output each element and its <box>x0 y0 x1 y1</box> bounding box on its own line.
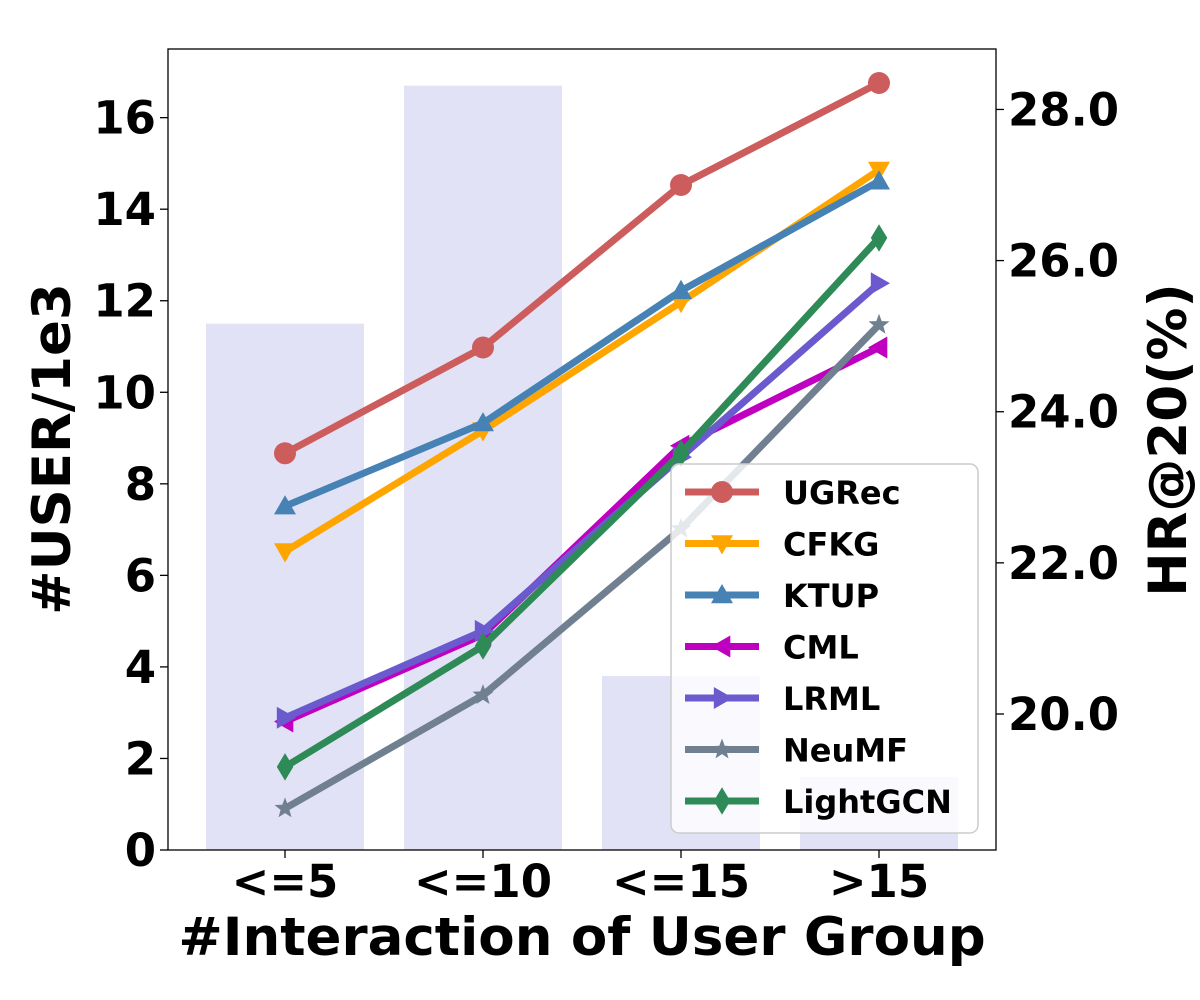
point-lrml-5 <box>276 706 296 729</box>
axes-layer: 0 2 4 6 8 10 12 14 16 20.0 22.0 24.0 26.0 28.0 <=5 <=10… <box>93 83 1119 908</box>
series-ugrec <box>274 72 890 465</box>
point-ktup-10 <box>472 412 494 432</box>
right-y-tick-label: 26.0 <box>1008 235 1119 288</box>
legend-marker <box>713 787 731 815</box>
series-lightgcn <box>276 224 888 781</box>
left-y-tick-label: 0 <box>125 824 156 877</box>
point-lrml-15 <box>870 272 890 295</box>
point-neumf-5 <box>274 797 296 818</box>
legend-marker <box>711 738 733 759</box>
x-tick-label: <=10 <box>414 855 552 908</box>
legend-item-neumf: NeuMF <box>685 732 908 770</box>
series-line-lightgcn <box>281 234 883 771</box>
x-tick-label: <=5 <box>232 855 339 908</box>
left-y-tick-label: 12 <box>93 275 156 328</box>
point-cfkg-5 <box>274 543 296 563</box>
legend-label: NeuMF <box>783 732 908 770</box>
right-y-tick-label: 22.0 <box>1008 537 1119 590</box>
point-lrml-10 <box>474 619 494 642</box>
point-cml-15 <box>868 336 888 359</box>
point-ugrec-10 <box>472 336 494 359</box>
legend-marker <box>713 687 733 709</box>
point-ktup-15 <box>670 279 692 300</box>
legend-item-cfkg: CFKG <box>685 526 879 564</box>
point-lightgcn-15 <box>672 439 690 467</box>
series-line-neumf <box>281 321 883 812</box>
left-y-tick-label: 8 <box>125 458 156 511</box>
legend-label: CML <box>783 629 859 667</box>
point-neumf-15 <box>868 313 890 334</box>
series-line-ktup <box>281 177 883 510</box>
point-neumf-10 <box>472 684 494 704</box>
legend-marker <box>711 535 733 555</box>
legend-label: KTUP <box>783 577 879 615</box>
legend-marker <box>711 584 733 604</box>
point-ugrec-15 <box>868 72 890 95</box>
left-y-tick-label: 6 <box>125 549 156 602</box>
legend-marker <box>711 481 733 503</box>
left-y-tick-label: 4 <box>125 641 156 694</box>
legend-item-ktup: KTUP <box>685 577 879 615</box>
legend-item-lrml: LRML <box>685 680 880 718</box>
legend-label: LightGCN <box>783 783 952 821</box>
point-ugrec-5 <box>274 442 296 465</box>
legend-item-cml: CML <box>685 629 859 667</box>
left-y-tick-label: 10 <box>93 366 156 419</box>
right-y-tick-label: 24.0 <box>1008 386 1119 439</box>
lines-layer <box>274 72 890 818</box>
series-line-ugrec <box>281 79 883 457</box>
point-lightgcn-10 <box>474 632 492 660</box>
series-ktup <box>274 170 890 515</box>
point-lightgcn-15 <box>870 224 888 252</box>
point-lightgcn-5 <box>276 753 294 781</box>
series-line-lrml <box>281 279 883 722</box>
right-y-axis-title: HR@20(%) <box>1138 283 1199 596</box>
legend: UGRec CFKG KTUP CML LRML NeuMF LightGCN <box>670 463 979 834</box>
left-y-tick-label: 16 <box>93 92 156 145</box>
x-axis-title: #Interaction of User Group <box>178 907 985 968</box>
legend-box <box>670 463 979 834</box>
point-ugrec-15 <box>670 174 692 197</box>
legend-label: CFKG <box>783 526 879 564</box>
right-y-tick-label: 28.0 <box>1008 83 1119 136</box>
right-y-tick-label: 20.0 <box>1008 688 1119 741</box>
legend-item-lightgcn: LightGCN <box>685 783 952 821</box>
legend-label: LRML <box>783 680 880 718</box>
legend-item-ugrec: UGRec <box>685 474 901 512</box>
x-tick-label: >15 <box>829 855 929 908</box>
legend-label: UGRec <box>783 474 901 512</box>
point-ktup-15 <box>868 170 890 190</box>
plot-frame <box>167 48 997 851</box>
point-ktup-5 <box>274 495 296 515</box>
left-y-tick-label: 2 <box>125 732 156 785</box>
left-y-axis-title: #USER/1e3 <box>22 283 83 615</box>
left-y-tick-label: 14 <box>93 183 156 236</box>
x-tick-label: <=15 <box>612 855 750 908</box>
legend-marker <box>711 635 731 658</box>
